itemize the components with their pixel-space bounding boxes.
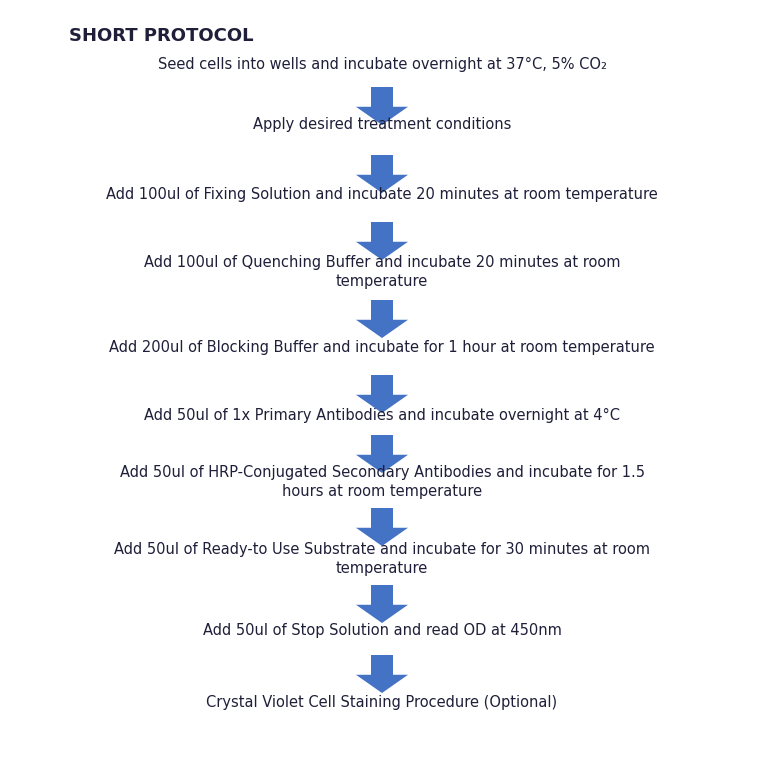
Text: Seed cells into wells and incubate overnight at 37°C, 5% CO₂: Seed cells into wells and incubate overn… — [157, 57, 607, 72]
Bar — [371, 222, 393, 241]
Polygon shape — [356, 241, 408, 260]
Text: Add 50ul of 1x Primary Antibodies and incubate overnight at 4°C: Add 50ul of 1x Primary Antibodies and in… — [144, 408, 620, 423]
Bar — [371, 87, 393, 107]
Text: Add 50ul of Stop Solution and read OD at 450nm: Add 50ul of Stop Solution and read OD at… — [202, 623, 562, 638]
Text: Add 50ul of Ready-to Use Substrate and incubate for 30 minutes at room
temperatu: Add 50ul of Ready-to Use Substrate and i… — [114, 542, 650, 575]
Polygon shape — [356, 675, 408, 693]
Bar — [371, 508, 393, 528]
Bar — [371, 155, 393, 175]
Polygon shape — [356, 175, 408, 193]
Polygon shape — [356, 320, 408, 338]
Text: Add 100ul of Quenching Buffer and incubate 20 minutes at room
temperature: Add 100ul of Quenching Buffer and incuba… — [144, 255, 620, 289]
Polygon shape — [356, 395, 408, 413]
Polygon shape — [356, 528, 408, 546]
Bar — [371, 655, 393, 675]
Text: Apply desired treatment conditions: Apply desired treatment conditions — [253, 117, 511, 132]
Text: SHORT PROTOCOL: SHORT PROTOCOL — [69, 27, 253, 45]
Polygon shape — [356, 107, 408, 125]
Bar — [371, 585, 393, 605]
Text: Crystal Violet Cell Staining Procedure (Optional): Crystal Violet Cell Staining Procedure (… — [206, 695, 558, 710]
Bar — [371, 375, 393, 395]
Polygon shape — [356, 605, 408, 623]
Text: Add 200ul of Blocking Buffer and incubate for 1 hour at room temperature: Add 200ul of Blocking Buffer and incubat… — [109, 340, 655, 355]
Bar — [371, 435, 393, 455]
Text: Add 50ul of HRP-Conjugated Secondary Antibodies and incubate for 1.5
hours at ro: Add 50ul of HRP-Conjugated Secondary Ant… — [119, 465, 645, 499]
Text: Add 100ul of Fixing Solution and incubate 20 minutes at room temperature: Add 100ul of Fixing Solution and incubat… — [106, 187, 658, 202]
Polygon shape — [356, 455, 408, 473]
Bar — [371, 300, 393, 320]
